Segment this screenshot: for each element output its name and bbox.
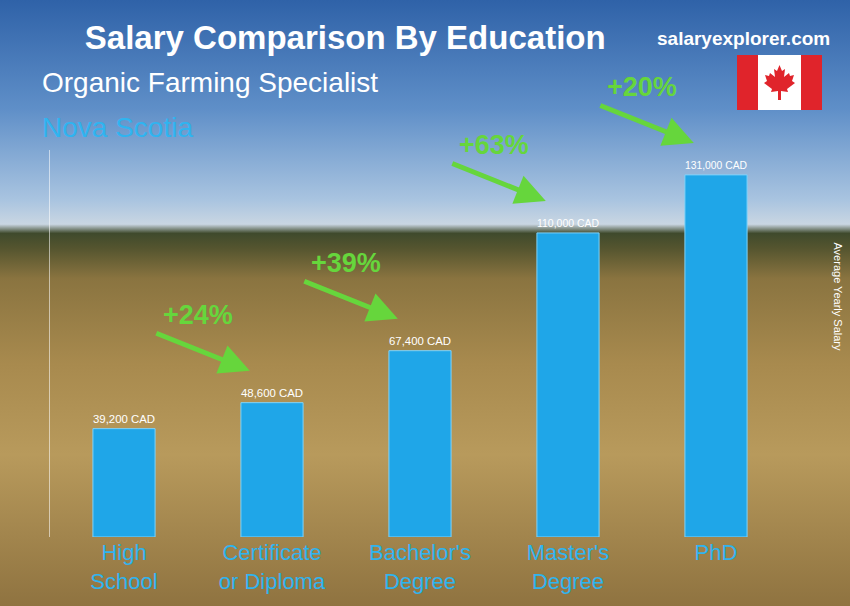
svg-text:HighSchool: HighSchool [90, 540, 157, 594]
svg-text:Certificateor Diploma: Certificateor Diploma [219, 540, 326, 594]
svg-text:+20%: +20% [607, 72, 677, 102]
svg-text:Nova Scotia: Nova Scotia [42, 112, 193, 143]
svg-text:67,400 CAD: 67,400 CAD [389, 335, 451, 347]
svg-text:Bachelor'sDegree: Bachelor'sDegree [369, 540, 471, 594]
svg-text:+24%: +24% [163, 300, 233, 330]
svg-text:48,600 CAD: 48,600 CAD [241, 387, 303, 399]
svg-text:Average Yearly Salary: Average Yearly Salary [832, 242, 844, 351]
svg-text:39,200 CAD: 39,200 CAD [93, 413, 155, 425]
svg-text:110,000 CAD: 110,000 CAD [537, 218, 600, 229]
svg-text:+63%: +63% [459, 130, 529, 160]
svg-text:salaryexplorer.com: salaryexplorer.com [657, 28, 830, 49]
svg-text:Salary Comparison By Education: Salary Comparison By Education [85, 19, 606, 56]
svg-text:131,000 CAD: 131,000 CAD [685, 160, 747, 171]
svg-text:+39%: +39% [311, 248, 381, 278]
svg-text:Organic Farming Specialist: Organic Farming Specialist [42, 67, 378, 98]
svg-text:Master'sDegree: Master'sDegree [527, 540, 609, 594]
svg-text:PhD: PhD [695, 540, 738, 565]
